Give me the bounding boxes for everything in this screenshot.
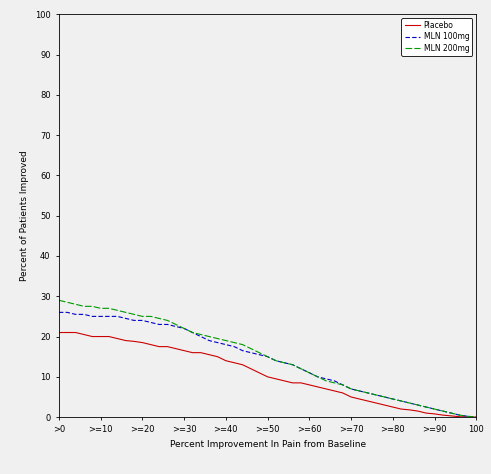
Line: MLN 100mg: MLN 100mg [59, 312, 476, 417]
MLN 200mg [190, 330, 195, 336]
Line: MLN 200mg: MLN 200mg [59, 301, 476, 417]
Y-axis label: Percent of Patients Improved: Percent of Patients Improved [20, 150, 29, 281]
Placebo [465, 414, 471, 420]
X-axis label: Percent Improvement In Pain from Baseline: Percent Improvement In Pain from Baselin… [169, 440, 366, 449]
Placebo [148, 342, 154, 347]
MLN 100mg [356, 388, 362, 394]
MLN 100mg [473, 414, 479, 420]
MLN 200mg [56, 298, 62, 303]
Placebo [181, 348, 187, 354]
MLN 100mg [465, 413, 471, 419]
MLN 200mg [356, 388, 362, 394]
Placebo [331, 388, 337, 394]
MLN 200mg [465, 413, 471, 419]
MLN 200mg [148, 314, 154, 319]
Placebo [473, 414, 479, 420]
Placebo [56, 330, 62, 336]
MLN 100mg [190, 330, 195, 336]
Placebo [356, 396, 362, 402]
MLN 200mg [331, 380, 337, 386]
MLN 200mg [181, 326, 187, 331]
MLN 100mg [181, 326, 187, 331]
MLN 200mg [473, 414, 479, 420]
MLN 100mg [148, 319, 154, 325]
Line: Placebo: Placebo [59, 333, 476, 417]
Legend: Placebo, MLN 100mg, MLN 200mg: Placebo, MLN 100mg, MLN 200mg [402, 18, 472, 56]
Placebo [190, 350, 195, 356]
MLN 100mg [331, 378, 337, 384]
MLN 100mg [56, 310, 62, 315]
